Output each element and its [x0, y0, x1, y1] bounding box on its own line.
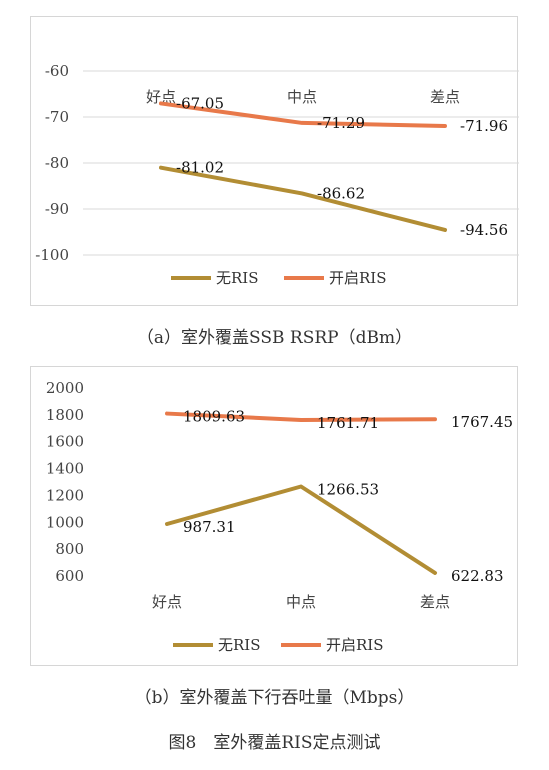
y-tick-label: 1600: [46, 433, 84, 451]
data-label: -71.29: [317, 114, 365, 132]
data-label: -71.96: [460, 117, 508, 135]
data-label: 987.31: [183, 518, 236, 536]
x-tick-label: 差点: [430, 88, 460, 106]
series-line-no-ris: [165, 484, 437, 575]
y-tick-label: 1400: [46, 460, 84, 478]
data-label: 1266.53: [317, 480, 379, 498]
x-tick-label: 好点: [152, 593, 182, 611]
chart-b-panel: 2000 1800 1600 1400 1200 1000 800 600 好点 中点 差点 987.…: [30, 366, 518, 666]
data-label: 1809.63: [183, 408, 245, 426]
data-label: 622.83: [451, 567, 504, 585]
y-tick-label: 1800: [46, 406, 84, 424]
chart-b-caption: （b）室外覆盖下行吞吐量（Mbps）: [134, 688, 415, 708]
y-tick-label: 2000: [46, 379, 84, 397]
series-line-ris-on: [165, 411, 437, 422]
data-label: 1767.45: [451, 413, 513, 431]
y-tick-label: -90: [45, 200, 69, 218]
y-tick-label: -60: [45, 62, 69, 80]
y-tick-label: 1000: [46, 513, 84, 531]
figure-caption: 图8 室外覆盖RIS定点测试: [168, 733, 381, 753]
data-label: 1761.71: [317, 414, 379, 432]
data-label: -86.62: [317, 184, 365, 202]
series-line-ris-on: [159, 101, 447, 129]
x-tick-label: 中点: [287, 88, 317, 106]
legend-label: 开启RIS: [326, 636, 384, 654]
y-tick-label: -100: [35, 246, 69, 264]
y-tick-label: 800: [55, 540, 84, 558]
chart-b-svg: 2000 1800 1600 1400 1200 1000 800 600 好点 中点 差点 987.…: [46, 379, 513, 654]
legend-label: 无RIS: [216, 269, 259, 287]
x-tick-label: 中点: [286, 593, 316, 611]
legend-label: 开启RIS: [329, 269, 387, 287]
data-label: -67.05: [176, 94, 224, 112]
series-line-no-ris: [159, 165, 447, 232]
legend-label: 无RIS: [218, 636, 261, 654]
y-tick-label: -80: [45, 154, 69, 172]
x-tick-label: 差点: [420, 593, 450, 611]
data-label: -81.02: [176, 159, 224, 177]
y-tick-label: -70: [45, 108, 69, 126]
chart-a-caption: （a）室外覆盖SSB RSRP（dBm）: [136, 328, 413, 348]
y-tick-label: 1200: [46, 486, 84, 504]
chart-a-panel: -60 -70 -80 -90 -100 好点 中点 差点 -81.02 -86.62 -94.56…: [30, 16, 519, 306]
chart-a-svg: -60 -70 -80 -90 -100 好点 中点 差点 -81.02 -86.62 -94.56…: [35, 62, 519, 287]
data-label: -94.56: [460, 221, 508, 239]
y-tick-label: 600: [55, 567, 84, 585]
x-tick-label: 好点: [146, 88, 176, 106]
